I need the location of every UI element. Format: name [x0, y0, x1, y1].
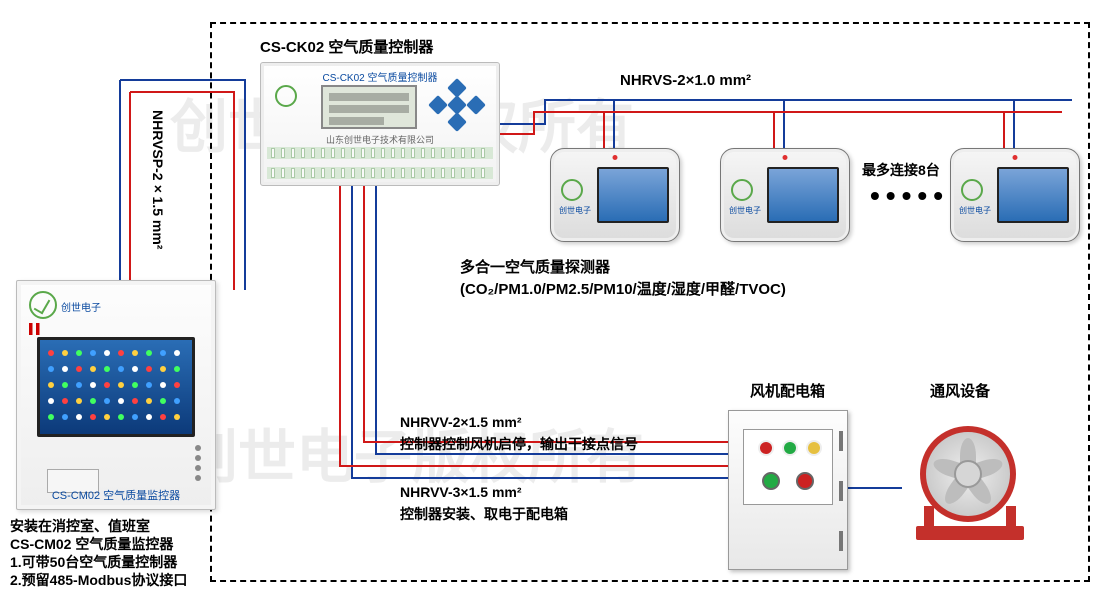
monitor-desc-2: 1.可带50台空气质量控制器	[10, 552, 177, 572]
lamp-red-icon	[760, 442, 772, 454]
monitor-logo-icon	[29, 291, 57, 319]
distribution-box	[728, 410, 848, 570]
monitor-panel: 创世电子 CS-CM02 空气质量监控器	[16, 280, 216, 510]
wire-label-a1: NHRVV-2×1.5 mm²	[400, 414, 522, 430]
sensor-ellipsis: •••••	[870, 180, 949, 212]
controller-dpad	[433, 83, 481, 131]
sensor-n: 创世电子	[950, 148, 1080, 242]
sensor-logo-text: 创世电子	[959, 205, 991, 216]
lamp-green-icon	[784, 442, 796, 454]
fan-title: 通风设备	[930, 380, 990, 401]
sensor-group-label-1: 多合一空气质量探测器	[460, 256, 610, 277]
sensor-2: 创世电子	[720, 148, 850, 242]
wire-label-b2: 控制器安装、取电于配电箱	[400, 504, 568, 524]
dbox-title: 风机配电箱	[750, 380, 825, 401]
sensor-logo-icon	[731, 179, 753, 201]
sensor-logo-text: 创世电子	[729, 205, 761, 216]
sensor-logo-icon	[961, 179, 983, 201]
monitor-desc-3: 2.预留485-Modbus协议接口	[10, 570, 187, 590]
controller-sublabel: 山东创世电子技术有限公司	[261, 133, 499, 146]
push-green-icon	[762, 472, 780, 490]
monitor-screen	[37, 337, 195, 437]
controller-device-label: CS-CK02 空气质量控制器	[261, 69, 499, 84]
bus-label-top: NHRVS-2×1.0 mm²	[620, 72, 751, 89]
monitor-desc-1: CS-CM02 空气质量监控器	[10, 534, 173, 554]
signal-icon	[29, 323, 43, 335]
vent-icon	[195, 445, 201, 451]
sensor-logo-text: 创世电子	[559, 205, 591, 216]
ventilation-fan	[900, 420, 1040, 540]
wire-label-b1: NHRVV-3×1.5 mm²	[400, 484, 522, 500]
dbox-panel	[743, 429, 833, 505]
controller-rail-top	[267, 147, 493, 159]
push-red-icon	[796, 472, 814, 490]
sensor-max-label: 最多连接8台	[862, 160, 940, 180]
controller-lcd	[321, 85, 417, 129]
controller-title: CS-CK02 空气质量控制器	[260, 36, 433, 57]
wire-label-a2: 控制器控制风机启停，输出干接点信号	[400, 434, 638, 454]
sensor-group-label-2: (CO₂/PM1.0/PM2.5/PM10/温度/湿度/甲醛/TVOC)	[460, 278, 786, 299]
controller-rail-bottom	[267, 167, 493, 179]
lamp-yellow-icon	[808, 442, 820, 454]
sensor-logo-icon	[561, 179, 583, 201]
controller-device: CS-CK02 空气质量控制器 山东创世电子技术有限公司	[260, 62, 500, 186]
bus-label-vertical: NHRVSP-2×1.5 mm²	[150, 110, 166, 249]
monitor-desc-0: 安装在消控室、值班室	[10, 516, 150, 536]
controller-logo-icon	[275, 85, 297, 107]
sensor-1: 创世电子	[550, 148, 680, 242]
monitor-logo-text: 创世电子	[61, 299, 101, 314]
monitor-caption: CS-CM02 空气质量监控器	[17, 487, 215, 503]
